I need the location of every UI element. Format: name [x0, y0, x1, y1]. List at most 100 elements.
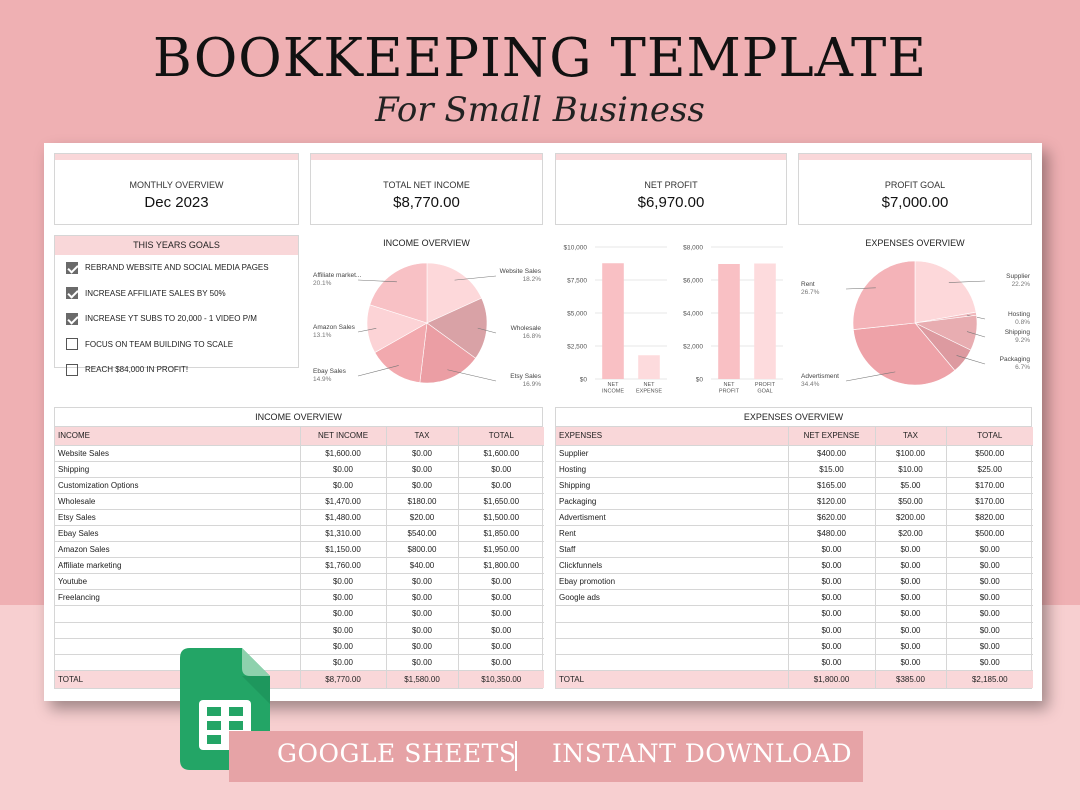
table-cell[interactable]: INCOME — [55, 427, 300, 446]
table-cell[interactable]: Shipping — [556, 477, 788, 494]
table-cell[interactable]: $0.00 — [787, 589, 875, 607]
table-cell[interactable]: $40.00 — [385, 557, 458, 575]
table-cell[interactable]: $1,800.00 — [457, 557, 544, 575]
table-cell[interactable]: $200.00 — [874, 509, 946, 526]
table-cell[interactable]: $1,600.00 — [299, 445, 386, 462]
table-cell[interactable]: $0.00 — [787, 605, 875, 623]
table-cell[interactable]: $1,800.00 — [787, 670, 875, 689]
checkbox[interactable] — [66, 363, 78, 376]
table-cell[interactable]: Ebay Sales — [55, 525, 300, 543]
table-cell[interactable]: $0.00 — [385, 605, 458, 623]
table-cell[interactable]: $2,185.00 — [945, 670, 1033, 689]
table-cell[interactable]: Wholesale — [55, 493, 300, 510]
table-cell[interactable]: TOTAL — [945, 427, 1033, 446]
table-cell[interactable]: $0.00 — [787, 557, 875, 575]
goal-item[interactable]: INCREASE AFFILIATE SALES BY 50% — [55, 281, 298, 307]
table-cell[interactable]: Rent — [556, 525, 788, 543]
table-cell[interactable]: $0.00 — [787, 573, 875, 591]
table-cell[interactable]: $480.00 — [787, 525, 875, 543]
table-cell[interactable]: $500.00 — [945, 445, 1033, 462]
table-cell[interactable]: $20.00 — [874, 525, 946, 543]
table-cell[interactable]: $620.00 — [787, 509, 875, 526]
table-cell[interactable]: $0.00 — [787, 541, 875, 559]
table-cell[interactable]: $0.00 — [457, 654, 544, 671]
table-cell[interactable]: $0.00 — [945, 541, 1033, 559]
table-cell[interactable]: $25.00 — [945, 461, 1033, 478]
table-cell[interactable]: $0.00 — [457, 573, 544, 591]
table-cell[interactable]: $0.00 — [385, 573, 458, 591]
table-cell[interactable]: $0.00 — [945, 557, 1033, 575]
checkbox[interactable] — [66, 338, 78, 351]
table-cell[interactable]: $0.00 — [299, 477, 386, 494]
table-cell[interactable]: $15.00 — [787, 461, 875, 478]
table-cell[interactable]: $400.00 — [787, 445, 875, 462]
table-cell[interactable]: Amazon Sales — [55, 541, 300, 559]
goal-item[interactable]: FOCUS ON TEAM BUILDING TO SCALE — [55, 332, 298, 358]
table-cell[interactable]: $1,600.00 — [457, 445, 544, 462]
table-cell[interactable]: $0.00 — [945, 573, 1033, 591]
table-cell[interactable]: $0.00 — [874, 541, 946, 559]
table-cell[interactable]: $170.00 — [945, 477, 1033, 494]
table-cell[interactable]: $0.00 — [385, 654, 458, 671]
table-cell[interactable]: $0.00 — [874, 557, 946, 575]
table-cell[interactable]: TAX — [874, 427, 946, 446]
table-cell[interactable]: $0.00 — [457, 477, 544, 494]
table-cell[interactable]: $820.00 — [945, 509, 1033, 526]
table-cell[interactable]: $10.00 — [874, 461, 946, 478]
table-cell[interactable] — [556, 605, 788, 623]
table-cell[interactable]: Shipping — [55, 461, 300, 478]
table-cell[interactable]: Hosting — [556, 461, 788, 478]
table-cell[interactable]: $0.00 — [874, 589, 946, 607]
table-cell[interactable]: $0.00 — [299, 461, 386, 478]
table-cell[interactable]: $8,770.00 — [299, 670, 386, 689]
table-cell[interactable]: TOTAL — [457, 427, 544, 446]
table-cell[interactable]: TAX — [385, 427, 458, 446]
table-cell[interactable]: $1,850.00 — [457, 525, 544, 543]
checkbox[interactable] — [66, 287, 78, 300]
table-cell[interactable]: $0.00 — [385, 622, 458, 639]
table-cell[interactable]: $0.00 — [945, 605, 1033, 623]
table-cell[interactable]: $0.00 — [457, 622, 544, 639]
table-cell[interactable]: $0.00 — [385, 445, 458, 462]
table-cell[interactable]: Staff — [556, 541, 788, 559]
table-cell[interactable]: $0.00 — [457, 605, 544, 623]
table-cell[interactable] — [55, 605, 300, 623]
table-cell[interactable]: NET EXPENSE — [787, 427, 875, 446]
table-cell[interactable]: Freelancing — [55, 589, 300, 607]
table-cell[interactable]: EXPENSES — [556, 427, 788, 446]
table-cell[interactable]: $1,500.00 — [457, 509, 544, 526]
table-cell[interactable]: $0.00 — [457, 589, 544, 607]
table-cell[interactable]: $165.00 — [787, 477, 875, 494]
table-cell[interactable]: Clickfunnels — [556, 557, 788, 575]
table-cell[interactable]: $0.00 — [385, 461, 458, 478]
goal-item[interactable]: REACH $84,000 IN PROFIT! — [55, 357, 298, 383]
table-cell[interactable]: $50.00 — [874, 493, 946, 510]
table-cell[interactable]: Customization Options — [55, 477, 300, 494]
goal-item[interactable]: REBRAND WEBSITE AND SOCIAL MEDIA PAGES — [55, 255, 298, 281]
table-cell[interactable]: $1,150.00 — [299, 541, 386, 559]
table-cell[interactable]: Affiliate marketing — [55, 557, 300, 575]
table-cell[interactable]: $1,470.00 — [299, 493, 386, 510]
table-cell[interactable] — [556, 622, 788, 639]
table-cell[interactable]: $0.00 — [874, 622, 946, 639]
table-cell[interactable]: Google ads — [556, 589, 788, 607]
table-cell[interactable]: $170.00 — [945, 493, 1033, 510]
table-cell[interactable]: Supplier — [556, 445, 788, 462]
table-cell[interactable]: $1,760.00 — [299, 557, 386, 575]
table-cell[interactable]: $1,310.00 — [299, 525, 386, 543]
table-cell[interactable]: $540.00 — [385, 525, 458, 543]
table-cell[interactable]: Youtube — [55, 573, 300, 591]
table-cell[interactable]: $0.00 — [787, 622, 875, 639]
table-cell[interactable] — [556, 638, 788, 655]
table-cell[interactable]: Advertisment — [556, 509, 788, 526]
table-cell[interactable]: $0.00 — [457, 461, 544, 478]
table-cell[interactable]: Etsy Sales — [55, 509, 300, 526]
table-cell[interactable]: $0.00 — [874, 605, 946, 623]
table-cell[interactable]: $0.00 — [945, 638, 1033, 655]
table-cell[interactable]: $0.00 — [385, 477, 458, 494]
table-cell[interactable]: NET INCOME — [299, 427, 386, 446]
table-cell[interactable]: $0.00 — [874, 654, 946, 671]
table-cell[interactable]: $0.00 — [299, 622, 386, 639]
table-cell[interactable]: $120.00 — [787, 493, 875, 510]
goal-item[interactable]: INCREASE YT SUBS TO 20,000 - 1 VIDEO P/M — [55, 306, 298, 332]
